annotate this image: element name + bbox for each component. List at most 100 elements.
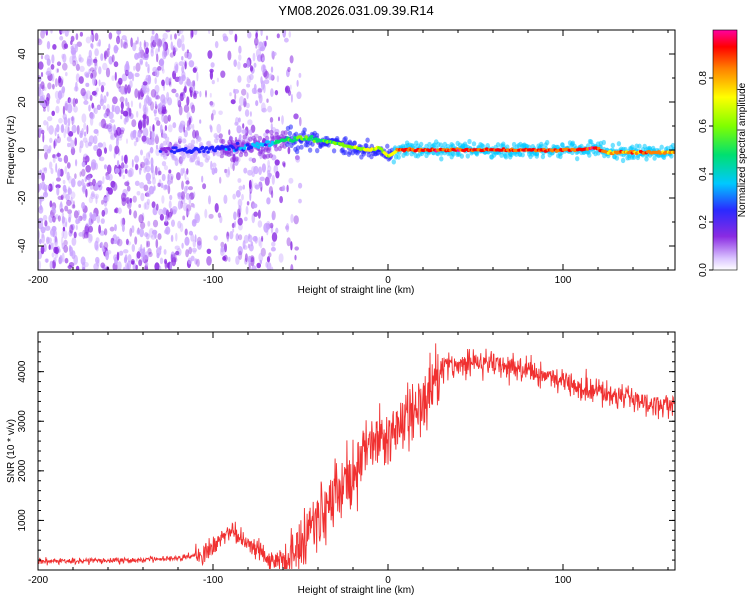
noise-blob [114,105,121,115]
noise-blob [218,110,223,116]
noise-blob [260,247,266,257]
noise-blob [64,124,70,135]
noise-blob [159,265,162,270]
noise-blob [54,90,60,100]
noise-blob [296,79,299,87]
colorbar-tick-label: 0.2 [698,215,709,229]
noise-blob [249,73,254,81]
noise-blob [140,163,143,171]
noise-blob [68,98,74,105]
noise-blob [287,66,291,73]
noise-blob [55,162,58,173]
y-tick-label: 3000 [17,410,28,433]
ridge-halo [164,136,170,142]
noise-blob [98,66,102,75]
noise-blob [134,236,138,245]
ridge-core [309,134,314,139]
noise-blob [79,140,84,149]
noise-blob [65,221,68,228]
noise-blob [103,164,108,170]
noise-blob [271,190,274,199]
noise-blob [255,100,259,107]
noise-blob [41,94,46,102]
noise-blob [61,216,65,224]
noise-blob [43,107,46,112]
noise-blob [120,218,124,227]
noise-blob [165,30,171,33]
noise-blob [182,215,186,221]
noise-blob [284,37,289,43]
noise-blob [247,119,253,126]
noise-blob [68,131,74,137]
noise-blob [57,90,63,100]
noise-blob [78,232,84,237]
noise-blob [42,214,48,221]
noise-blob [156,38,162,48]
noise-blob [129,227,133,237]
noise-blob [144,262,149,267]
noise-blob [134,88,139,99]
noise-blob [246,201,250,206]
noise-blob [211,79,215,85]
colorbar-gradient [712,29,738,271]
noise-blob [184,85,187,93]
noise-blob [67,142,71,148]
ridge-halo [446,151,451,157]
noise-blob [148,228,155,238]
noise-blob [271,174,275,185]
noise-blob [38,38,43,46]
noise-blob [67,97,72,104]
noise-blob [188,246,193,255]
noise-blob [254,184,260,190]
noise-blob [270,66,274,73]
noise-blob [44,54,50,61]
noise-blob [154,68,160,78]
noise-blob [290,264,294,270]
noise-blob [243,167,248,174]
noise-blob [103,228,108,236]
noise-blob [56,68,59,73]
noise-blob [112,96,118,105]
noise-blob [41,129,45,135]
noise-blob [263,79,270,85]
noise-blob [231,222,235,229]
noise-blob [38,87,41,97]
ridge-core [269,143,273,147]
noise-blob [120,162,125,169]
noise-blob [57,133,60,139]
noise-blob [261,64,267,73]
noise-blob [227,166,230,176]
noise-blob [70,116,75,121]
noise-blob [242,240,246,249]
noise-blob [61,230,65,239]
noise-blob [167,114,171,122]
y-tick-label: 2000 [17,459,28,482]
noise-blob [234,33,238,43]
noise-blob [88,217,91,224]
noise-blob [108,127,113,135]
noise-blob [269,222,274,229]
noise-blob [182,202,189,212]
noise-blob [217,212,221,218]
noise-blob [139,228,145,238]
noise-blob [152,124,155,133]
noise-blob [139,41,142,47]
noise-blob [266,197,271,205]
noise-blob [62,226,66,232]
noise-blob [103,95,107,104]
noise-blob [276,33,280,39]
noise-blob [109,226,115,232]
noise-blob [155,95,161,100]
noise-blob [75,59,79,69]
noise-blob [100,218,105,225]
noise-blob [219,176,222,184]
noise-blob [202,183,207,190]
noise-blob [289,84,292,91]
ridge-halo [385,143,390,149]
noise-blob [42,132,45,143]
noise-blob [88,141,92,147]
noise-blob [155,144,159,150]
noise-blob [114,207,119,214]
ridge-halo [288,124,293,130]
noise-blob [184,228,188,236]
